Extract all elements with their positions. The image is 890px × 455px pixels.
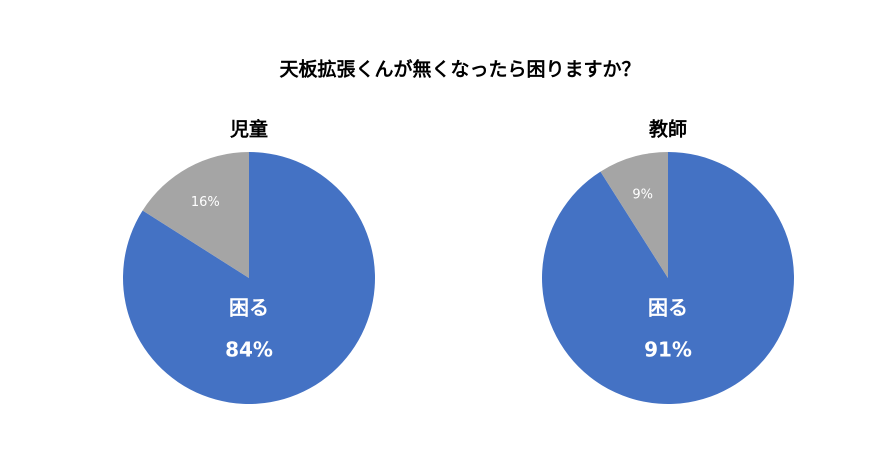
slice-value-label: 91% [644,338,692,362]
slice-value-label: 9% [632,187,653,202]
pie-slice [600,152,668,278]
slice-value-label: 84% [225,338,273,362]
slice-value-label: 16% [191,195,220,210]
slice-category-label: 困る [648,296,688,320]
pie-slice [142,152,249,278]
pie-title: 児童 [229,118,268,141]
slice-category-label: 困る [229,296,269,320]
pie-slice [542,152,795,405]
pie-title: 教師 [649,118,687,141]
page-title: 天板拡張くんが無くなったら困りますか？ [279,58,640,81]
